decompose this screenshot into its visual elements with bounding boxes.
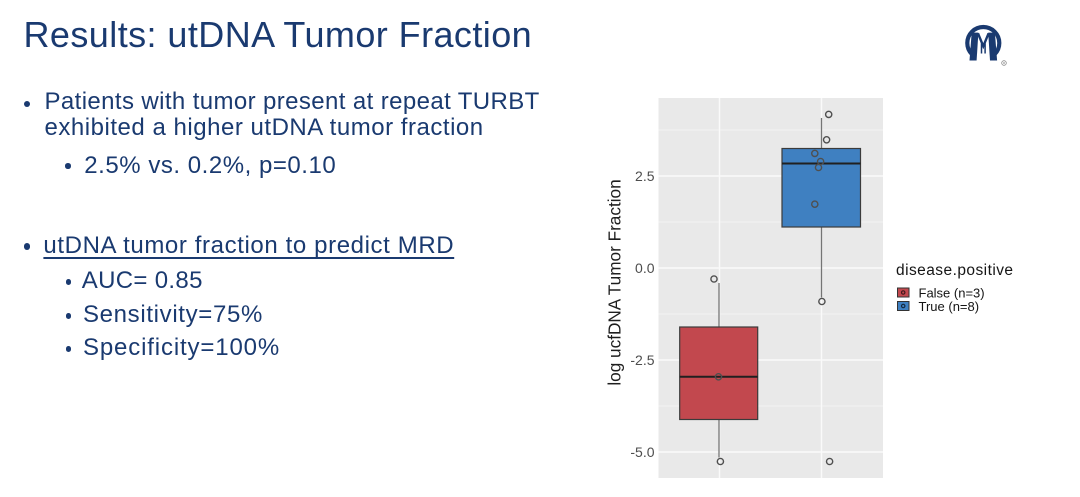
svg-text:-5.0: -5.0: [630, 444, 654, 460]
svg-text:True (n=8): True (n=8): [919, 299, 980, 314]
svg-text:log ucfDNA Tumor Fraction: log ucfDNA Tumor Fraction: [605, 179, 625, 385]
svg-text:disease.positive: disease.positive: [896, 262, 1014, 279]
svg-text:-2.5: -2.5: [630, 352, 654, 368]
svg-text:2.5: 2.5: [635, 168, 655, 184]
svg-text:False (n=3): False (n=3): [919, 285, 985, 300]
svg-text:0.0: 0.0: [635, 260, 655, 276]
